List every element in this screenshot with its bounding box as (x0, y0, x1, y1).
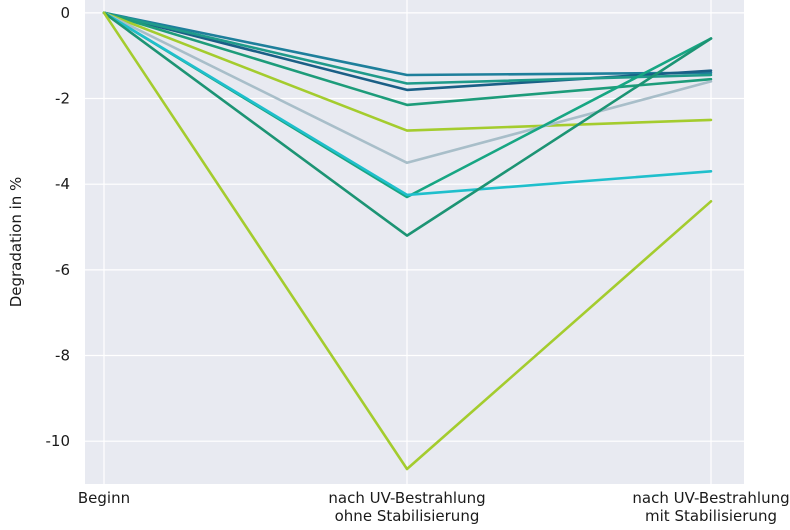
series-line-8 (102, 11, 713, 197)
series-line-9 (102, 11, 713, 237)
y-tick-label-1: -2 (55, 90, 70, 108)
series-lines (102, 11, 713, 471)
y-tick-label-3: -6 (55, 261, 70, 279)
series-line-5 (102, 11, 713, 132)
series-line-10 (102, 11, 713, 471)
x-tick-label-0: Beginn (78, 489, 130, 507)
series-line-1 (102, 11, 713, 77)
y-tick-label-0: 0 (60, 4, 70, 22)
x-tick-labels: Beginn nach UV-Bestrahlung ohne Stabilisie… (78, 489, 790, 525)
series-line-3 (102, 11, 713, 85)
y-tick-label-2: -4 (55, 175, 70, 193)
y-tick-label-4: -8 (55, 347, 70, 365)
y-tick-labels: 0 -2 -4 -6 -8 -10 (46, 4, 71, 450)
series-line-4 (102, 11, 713, 107)
x-tick-label-1: nach UV-Bestrahlung ohne Stabilisierung (328, 489, 485, 525)
y-tick-label-5: -10 (46, 432, 71, 450)
x-tick-label-2: nach UV-Bestrahlung mit Stabilisierung (632, 489, 789, 525)
series-line-6 (102, 11, 713, 165)
y-axis-title: Degradation in % (7, 177, 25, 308)
